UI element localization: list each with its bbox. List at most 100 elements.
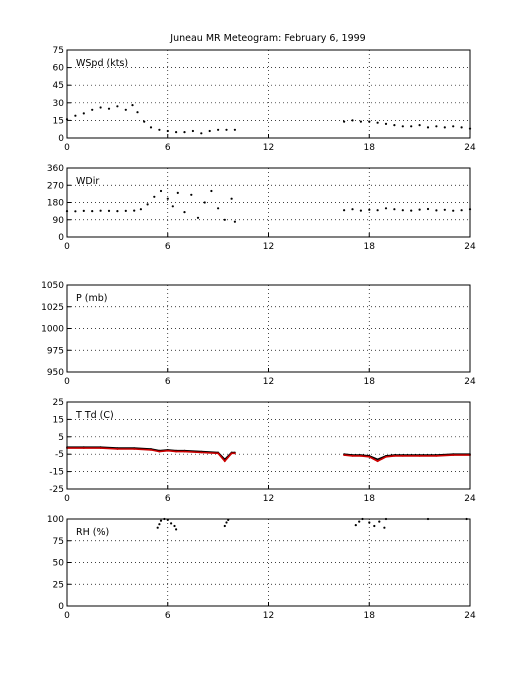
wspd-data-point <box>410 125 413 128</box>
wdir-y-tick-label: 90 <box>53 216 65 226</box>
temp-dewpoint-y-tick-label: -25 <box>49 485 64 495</box>
rh-data-point <box>175 528 178 531</box>
wdir-data-point <box>159 189 163 193</box>
rh-x-tick-label: 18 <box>364 611 376 621</box>
temp-dewpoint-x-tick-label: 6 <box>165 494 171 504</box>
wspd-data-point <box>376 121 379 124</box>
panel-pressure: 0 6 12 18 24 950 975 1000 1025 1050 P (mb) <box>41 281 476 387</box>
wdir-data-point <box>99 209 102 212</box>
temp-dewpoint-y-tick-label: 5 <box>58 433 64 443</box>
wspd-data-point <box>107 107 111 110</box>
wspd-data-point <box>91 108 94 111</box>
rh-data-point <box>156 526 159 529</box>
temp-dewpoint-y-tick-label: 25 <box>53 398 64 408</box>
temp-dewpoint-data-point <box>376 460 379 463</box>
wspd-y-tick-label: 75 <box>53 46 64 56</box>
wspd-data-point <box>452 125 455 128</box>
wdir-y-tick-label: 360 <box>47 164 64 174</box>
wdir-data-point <box>146 203 149 206</box>
temp-dewpoint-data-point <box>175 450 178 453</box>
wdir-data-point <box>196 216 200 219</box>
rh-y-tick-label: 25 <box>53 580 64 590</box>
temp-dewpoint-data-point <box>116 448 119 450</box>
wspd-data-point <box>443 126 446 129</box>
wdir-data-point <box>203 201 206 204</box>
wspd-data-point <box>131 104 134 107</box>
pressure-x-tick-label: 24 <box>464 377 476 387</box>
temp-dewpoint-data-point <box>133 448 136 450</box>
wspd-data-point <box>143 120 146 123</box>
wspd-data-point <box>435 125 438 128</box>
wspd-data-point <box>124 108 127 111</box>
rh-x-tick-label: 24 <box>464 611 476 621</box>
wdir-data-point <box>133 209 136 212</box>
temp-dewpoint-x-tick-label: 12 <box>263 494 274 504</box>
wspd-y-tick-label: 15 <box>53 116 64 126</box>
wdir-data-point <box>452 209 455 212</box>
pressure-y-tick-label: 975 <box>47 346 64 356</box>
wdir-y-tick-label: 180 <box>47 199 64 209</box>
wdir-data-point <box>343 209 346 212</box>
wdir-x-tick-label: 0 <box>64 242 70 252</box>
temp-dewpoint-data-point <box>230 452 233 455</box>
rh-x-tick-label: 0 <box>64 611 70 621</box>
temp-dewpoint-data-point <box>401 455 404 457</box>
rh-x-tick-label: 6 <box>165 611 171 621</box>
temp-dewpoint-data-point <box>360 455 362 457</box>
wdir-data-point <box>91 210 94 213</box>
wspd-data-point <box>191 129 194 133</box>
wdir-data-point <box>410 209 413 212</box>
rh-data-point <box>358 520 361 523</box>
rh-data-point <box>383 526 386 529</box>
rh-data-point <box>354 524 357 527</box>
pressure-panel-label: P (mb) <box>76 293 107 304</box>
wspd-data-point <box>225 128 228 131</box>
wdir-data-point <box>139 208 142 211</box>
wdir-data-point <box>376 209 379 212</box>
wspd-data-point <box>343 120 346 123</box>
temp-dewpoint-data-point <box>376 458 379 461</box>
wspd-data-point <box>217 128 220 131</box>
wdir-y-tick-label: 0 <box>58 233 64 243</box>
wspd-data-point <box>351 119 354 122</box>
temp-dewpoint-data-point <box>393 455 396 457</box>
wdir-data-point <box>217 207 220 210</box>
rh-data-point <box>368 521 371 524</box>
wdir-data-point <box>418 208 421 211</box>
wspd-data-point <box>426 126 430 129</box>
temp-dewpoint-x-tick-label: 18 <box>364 494 376 504</box>
temp-dewpoint-data-point <box>223 460 226 463</box>
temp-dewpoint-data-point <box>217 452 220 455</box>
wdir-x-tick-label: 24 <box>464 242 476 252</box>
wspd-data-point <box>384 122 388 125</box>
temp-dewpoint-data-point <box>183 450 186 453</box>
wdir-data-point <box>223 218 226 221</box>
wdir-data-point <box>171 205 174 208</box>
wspd-panel-label: WSpd (kts) <box>76 58 128 69</box>
wspd-x-tick-label: 18 <box>364 143 376 153</box>
wdir-data-point <box>359 209 362 212</box>
wspd-data-point <box>233 128 236 131</box>
wdir-panel-label: WDir <box>76 176 99 187</box>
wdir-data-point <box>116 210 119 213</box>
wdir-x-tick-label: 18 <box>364 242 376 252</box>
wspd-y-tick-label: 30 <box>53 99 65 109</box>
wspd-y-tick-label: 60 <box>53 64 65 74</box>
wspd-x-tick-label: 12 <box>263 143 274 153</box>
panel-wspd: 0 6 12 18 24 0 15 30 45 60 75 WSpd (kts) <box>53 46 476 153</box>
wspd-data-point <box>359 120 362 123</box>
wspd-data-point <box>158 128 161 131</box>
wdir-data-point <box>384 207 388 210</box>
rh-x-tick-label: 12 <box>263 611 274 621</box>
rh-y-tick-label: 50 <box>53 559 65 569</box>
temp-dewpoint-data-point <box>435 455 438 457</box>
wspd-data-point <box>368 120 371 123</box>
wdir-data-point <box>82 209 85 212</box>
temp-dewpoint-data-point <box>166 449 169 452</box>
rh-y-tick-label: 75 <box>53 537 64 547</box>
wdir-data-point <box>426 207 430 211</box>
rh-data-point <box>225 521 228 524</box>
temp-dewpoint-data-point <box>234 452 236 455</box>
temp-dewpoint-data-point <box>99 447 102 449</box>
wdir-data-point <box>124 209 127 212</box>
